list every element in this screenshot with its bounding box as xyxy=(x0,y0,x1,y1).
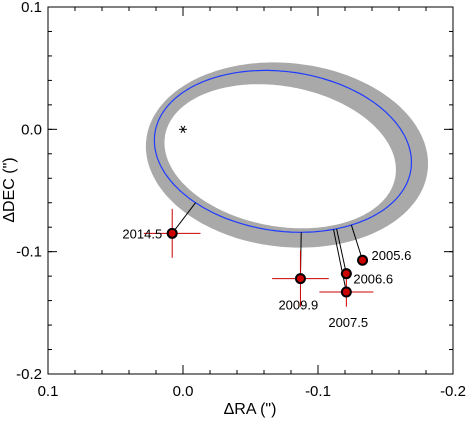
observation-point xyxy=(166,227,178,239)
orbit-fit-curve xyxy=(153,69,412,233)
residual-line xyxy=(350,224,364,261)
observation-point xyxy=(357,254,369,266)
x-tick-label: 0.0 xyxy=(173,383,194,400)
residual-line xyxy=(333,229,347,293)
epoch-labels: 2005.6 2006.6 2007.5 2009.9 2014.5 xyxy=(122,226,411,330)
y-axis-label: ΔDEC (") xyxy=(1,157,18,222)
x-tick-label: -0.1 xyxy=(305,383,331,400)
orbit-uncertainty-band xyxy=(145,62,428,248)
epoch-label: 2014.5 xyxy=(122,226,162,241)
axis-ticks xyxy=(47,6,454,375)
y-tick-label: -0.2 xyxy=(16,366,42,383)
y-tick-label: 0.1 xyxy=(21,0,42,16)
observation-point xyxy=(340,286,352,298)
axis-tick-labels: 0.1 0.0 -0.1 -0.20.10.0-0.1-0.2 xyxy=(16,0,466,400)
observation-point xyxy=(340,268,352,280)
epoch-label: 2009.9 xyxy=(278,298,318,313)
plot-frame xyxy=(47,6,454,375)
epoch-label: 2007.5 xyxy=(328,315,368,330)
x-tick-label: 0.1 xyxy=(38,383,59,400)
x-axis-label: ΔRA (") xyxy=(224,401,277,418)
central-star-marker xyxy=(179,125,187,134)
epoch-label: 2006.6 xyxy=(353,272,393,287)
y-tick-label: 0.0 xyxy=(21,121,42,138)
orbit-fit-line xyxy=(153,69,412,233)
observation-point xyxy=(294,273,306,285)
epoch-label: 2005.6 xyxy=(372,248,412,263)
uncertainty-band-shape xyxy=(145,62,428,248)
central-star-stroke xyxy=(180,125,186,134)
residual-line xyxy=(171,202,196,234)
y-tick-label: -0.1 xyxy=(16,244,42,261)
observation-points xyxy=(166,227,369,298)
x-tick-label: -0.2 xyxy=(440,383,466,400)
residual-line xyxy=(336,228,347,274)
